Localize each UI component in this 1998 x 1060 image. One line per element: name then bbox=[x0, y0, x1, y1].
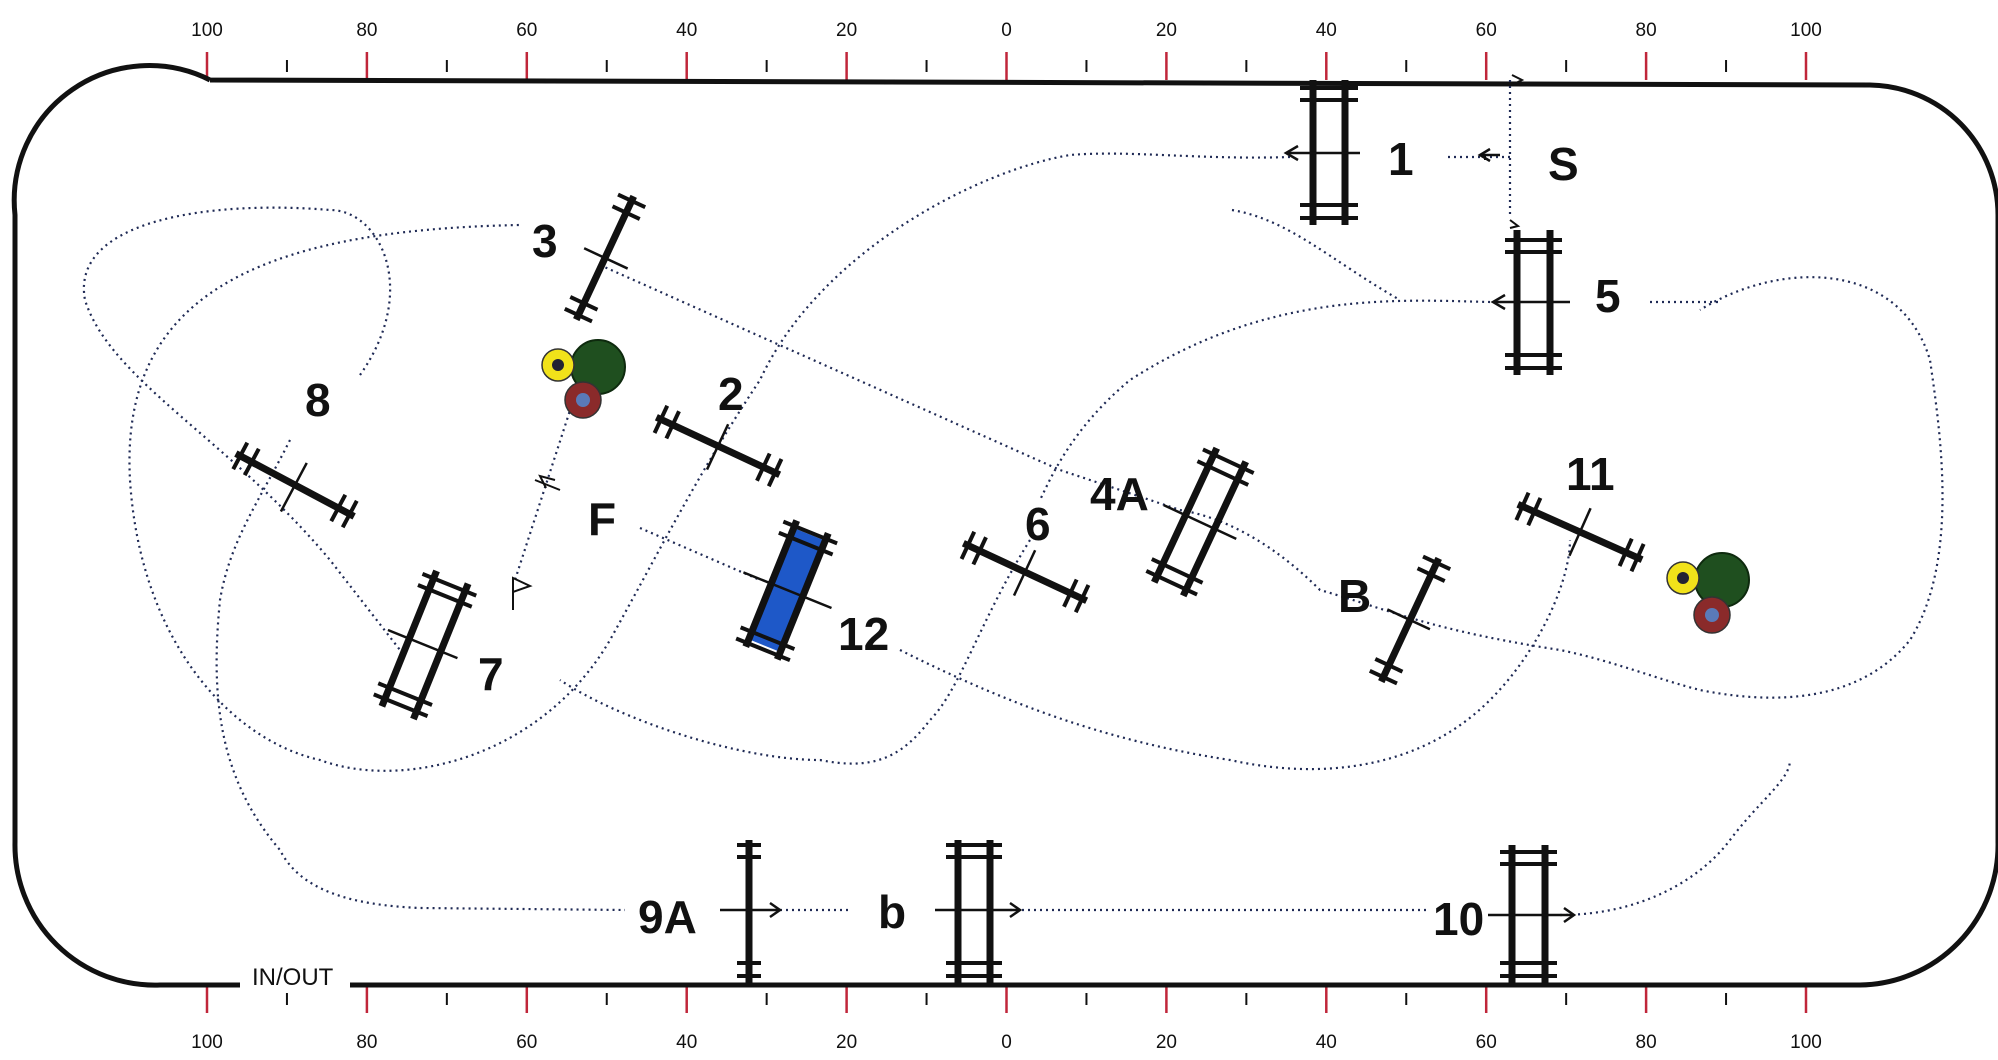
bottom-scale-label-9: 80 bbox=[1636, 1032, 1657, 1053]
bottom-scale-label-10: 100 bbox=[1790, 1032, 1822, 1053]
label-8: 8 bbox=[305, 374, 331, 426]
label-f: F bbox=[588, 493, 616, 545]
label-9a: 9A bbox=[638, 891, 697, 943]
label-7: 7 bbox=[478, 648, 504, 700]
course-path bbox=[82, 80, 1944, 917]
fence-11 bbox=[1514, 491, 1646, 573]
fence-9a bbox=[720, 840, 783, 985]
top-scale-label-10: 100 bbox=[1790, 20, 1822, 41]
bottom-scale-label-8: 60 bbox=[1476, 1032, 1497, 1053]
fence-2 bbox=[652, 404, 784, 488]
flower-bush-left bbox=[541, 339, 626, 419]
label-3: 3 bbox=[532, 215, 558, 267]
label-12: 12 bbox=[838, 608, 889, 660]
start-arrow bbox=[1477, 74, 1525, 229]
label-b-lower: b bbox=[878, 886, 906, 938]
fence-b-upper bbox=[1368, 554, 1452, 686]
bottom-scale-label-7: 40 bbox=[1316, 1032, 1337, 1053]
top-scale-label-1: 80 bbox=[356, 20, 377, 41]
finish-flag-icon bbox=[512, 474, 561, 610]
fence-12-water bbox=[735, 519, 838, 663]
flower-bush-right bbox=[1666, 552, 1750, 634]
fence-b-lower bbox=[935, 840, 1023, 985]
bottom-scale-label-2: 60 bbox=[516, 1032, 537, 1053]
bottom-scale-label-4: 20 bbox=[836, 1032, 857, 1053]
label-6: 6 bbox=[1025, 498, 1051, 550]
label-b-upper: B bbox=[1338, 570, 1371, 622]
bottom-scale-label-0: 100 bbox=[191, 1032, 223, 1053]
top-scale-label-0: 100 bbox=[191, 20, 223, 41]
fence-6 bbox=[959, 530, 1091, 614]
bottom-scale-label-6: 20 bbox=[1156, 1032, 1177, 1053]
fence-7 bbox=[373, 569, 477, 721]
fence-8 bbox=[231, 441, 359, 529]
obstacle-labels: 1 S 3 5 8 2 4A 11 F 6 B 12 7 9A b 10 bbox=[305, 133, 1621, 945]
label-10: 10 bbox=[1433, 893, 1484, 945]
fence-10 bbox=[1488, 845, 1577, 985]
bottom-scale-label-5: 0 bbox=[1001, 1032, 1012, 1053]
top-scale-label-7: 40 bbox=[1316, 20, 1337, 41]
bottom-scale-label-3: 40 bbox=[676, 1032, 697, 1053]
top-scale-label-6: 20 bbox=[1156, 20, 1177, 41]
obstacles bbox=[231, 74, 1646, 985]
top-scale-label-3: 40 bbox=[676, 20, 697, 41]
bottom-scale: 100 80 60 40 20 0 20 40 60 80 100 bbox=[191, 985, 1822, 1053]
bottom-scale-label-1: 80 bbox=[356, 1032, 377, 1053]
label-4a: 4A bbox=[1090, 468, 1149, 520]
label-1: 1 bbox=[1388, 133, 1414, 185]
fence-3 bbox=[563, 192, 647, 324]
fence-5 bbox=[1490, 230, 1570, 375]
top-scale-label-9: 80 bbox=[1636, 20, 1657, 41]
top-scale-label-4: 20 bbox=[836, 20, 857, 41]
fence-4a bbox=[1145, 446, 1255, 598]
label-11: 11 bbox=[1566, 448, 1615, 500]
top-scale: 100 80 60 40 20 0 20 40 60 80 100 bbox=[191, 20, 1822, 80]
top-scale-label-5: 0 bbox=[1001, 20, 1012, 41]
label-2: 2 bbox=[718, 368, 744, 420]
label-5: 5 bbox=[1595, 270, 1621, 322]
top-scale-label-8: 60 bbox=[1476, 20, 1497, 41]
fence-1 bbox=[1283, 80, 1360, 225]
arena-outline bbox=[11, 63, 1998, 988]
gate-label: IN/OUT bbox=[252, 964, 334, 991]
top-scale-label-2: 60 bbox=[516, 20, 537, 41]
label-s: S bbox=[1548, 138, 1579, 190]
